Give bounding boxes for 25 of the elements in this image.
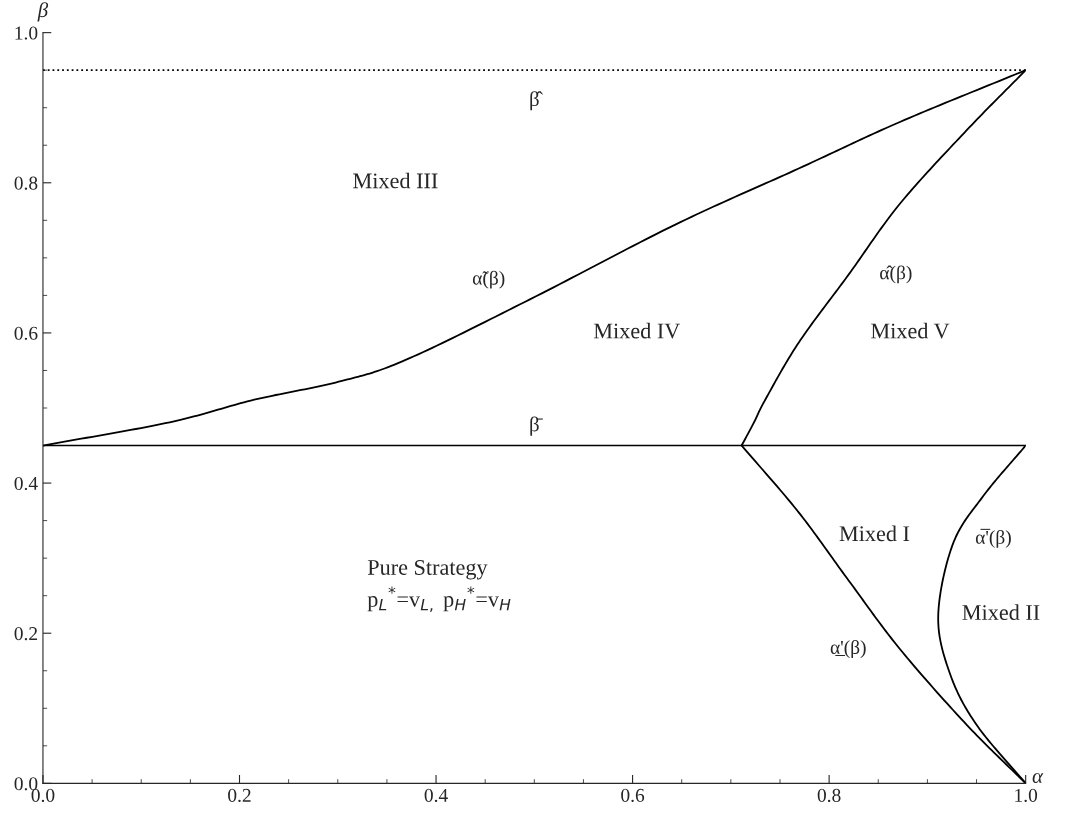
series-label: α̂(β) <box>880 265 912 284</box>
y-tick-label: 0.2 <box>14 627 38 641</box>
x-tick-label: 1.0 <box>1015 788 1038 802</box>
y-axis-title: β <box>37 2 49 22</box>
annotation: Mixed IV <box>593 322 681 339</box>
annotation: Mixed III <box>353 172 438 189</box>
x-tick-label: 0.2 <box>228 788 251 802</box>
annotation: Mixed I <box>839 525 910 542</box>
annotation: Mixed II <box>962 604 1040 621</box>
y-tick-label: 0.8 <box>14 176 38 190</box>
y-tick-label: 0.4 <box>14 476 38 491</box>
text: p$_{L}$$^{*}$=v$_{L,}$ p$_{H}$$^{*}$=v$_{H}$ <box>367 586 511 613</box>
x-axis-title: α <box>1032 772 1044 784</box>
series-label: α̃(β) <box>472 270 505 289</box>
ref-line-label: β̂ <box>530 91 543 111</box>
x-tick-label: 0.8 <box>817 788 841 802</box>
ref-line-label: β̄ <box>530 416 543 436</box>
annotation: Pure Strategy <box>367 559 488 580</box>
x-tick-label: 0.6 <box>621 788 645 802</box>
series-label: α̅'(β) <box>975 528 1011 548</box>
x-tick-label: 0.4 <box>424 788 448 802</box>
y-tick-label: 1.0 <box>15 26 38 40</box>
annotation: Mixed V <box>871 322 950 339</box>
series-label: α̲'(β) <box>830 640 866 658</box>
y-tick-label: 0.6 <box>14 326 38 340</box>
